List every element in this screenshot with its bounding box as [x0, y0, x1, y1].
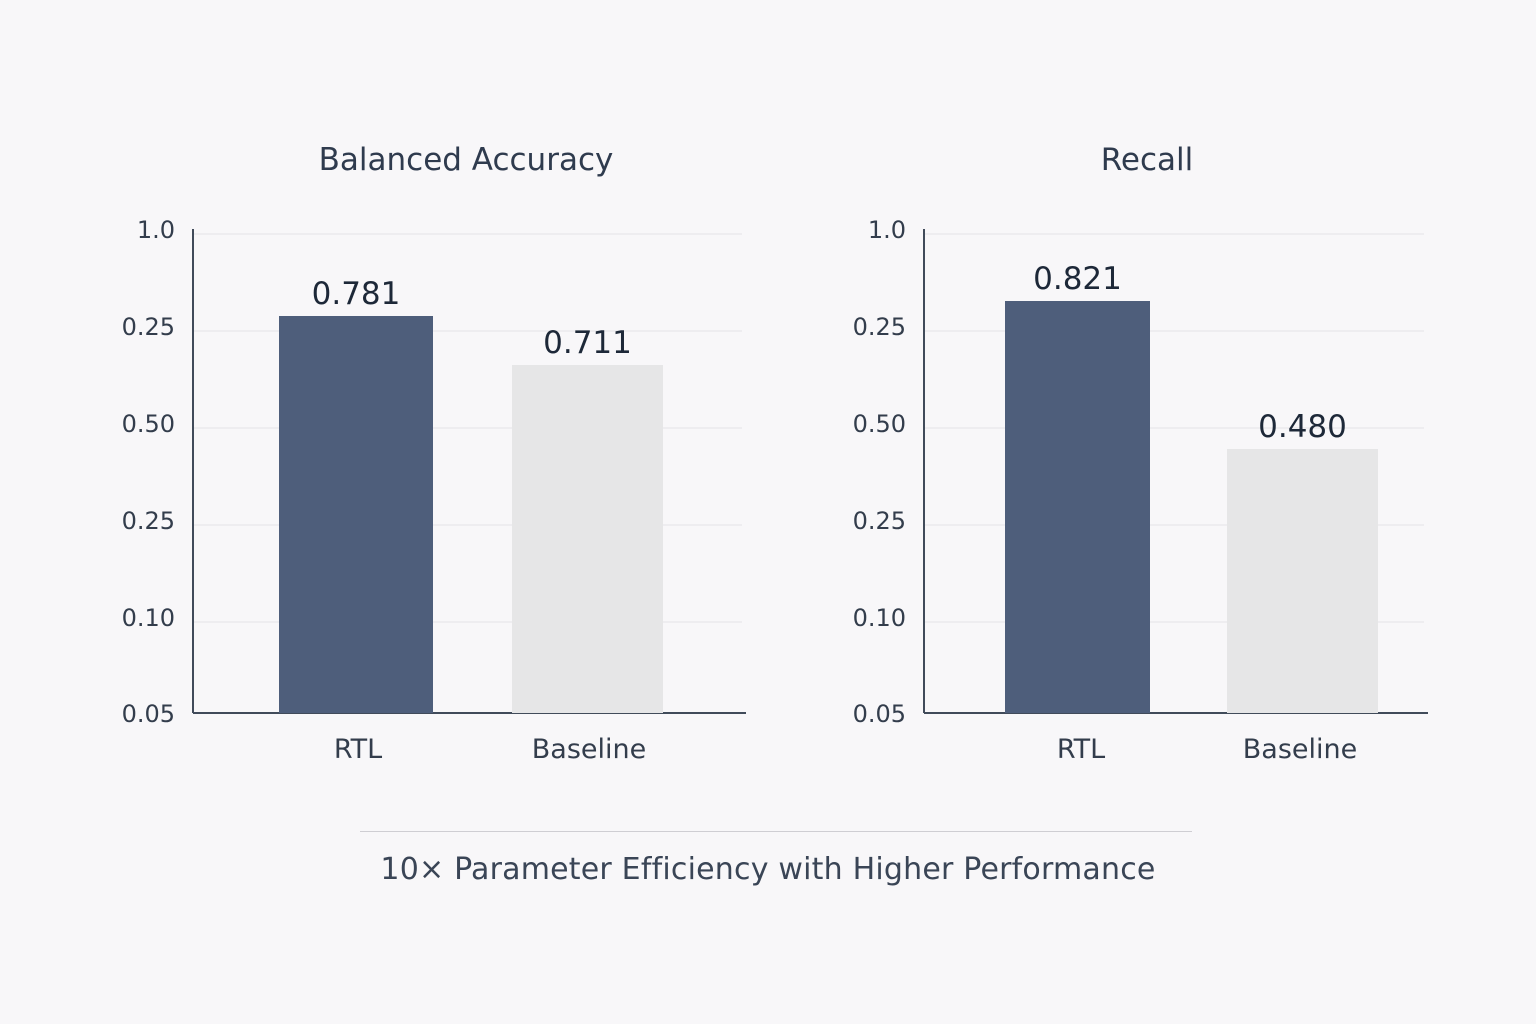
chart-2-y-tick-label: 1.0 [868, 216, 906, 244]
chart-2-category-label: Baseline [1243, 734, 1357, 765]
chart-1-y-tick-label: 0.25 [122, 507, 175, 535]
chart-1-value-label: 0.711 [543, 325, 632, 361]
chart-2-y-tick-label: 0.50 [853, 410, 906, 438]
figure-caption: 10× Parameter Efficiency with Higher Per… [380, 852, 1156, 887]
chart-2-value-label: 0.821 [1033, 261, 1122, 297]
chart-1-category-label: Baseline [532, 734, 646, 765]
chart-2-value-label: 0.480 [1258, 409, 1347, 445]
chart-2-category-label: RTL [1057, 734, 1105, 765]
chart-1-y-tick-label: 0.05 [122, 700, 175, 728]
chart-2-bar-baseline [1227, 449, 1378, 713]
caption-divider [360, 831, 1192, 832]
chart-1-value-label: 0.781 [312, 276, 401, 312]
chart-2-y-tick-label: 0.25 [853, 313, 906, 341]
chart-2-y-tick-label: 0.10 [853, 604, 906, 632]
chart-2-title: Recall [1101, 142, 1194, 178]
chart-1-y-tick-label: 0.50 [122, 410, 175, 438]
charts-canvas: Balanced Accuracy 1.0 0.25 0.50 0.25 0.10 0.05… [122, 142, 1428, 765]
chart-2-bar-rtl [1005, 301, 1150, 713]
chart-1-title: Balanced Accuracy [319, 142, 614, 178]
chart-1-category-label: RTL [334, 734, 382, 765]
chart-1-y-tick-label: 0.10 [122, 604, 175, 632]
chart-1-y-tick-label: 1.0 [137, 216, 175, 244]
chart-2-y-tick-label: 0.05 [853, 700, 906, 728]
chart-2-y-tick-label: 0.25 [853, 507, 906, 535]
chart-1-bar-baseline [512, 365, 663, 713]
chart-1-bar-rtl [279, 316, 433, 713]
chart-1-y-tick-label: 0.25 [122, 313, 175, 341]
